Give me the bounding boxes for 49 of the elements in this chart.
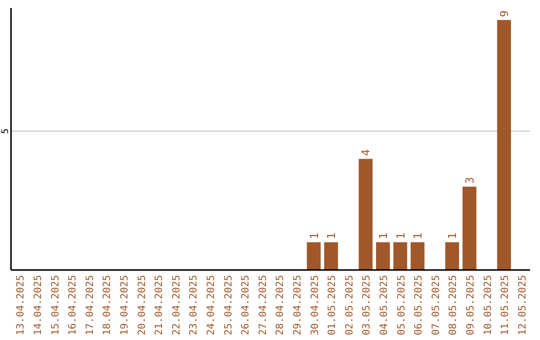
x-tick-label: 07.05.2025 xyxy=(430,275,442,336)
bar xyxy=(324,242,338,270)
x-tick-label: 14.04.2025 xyxy=(32,275,44,336)
x-tick-label: 28.04.2025 xyxy=(275,275,286,336)
x-tick-label: 18.04.2025 xyxy=(102,275,114,336)
x-tick-label: 01.05.2025 xyxy=(327,275,338,336)
x-tick-label: 27.04.2025 xyxy=(258,275,269,336)
x-tick-label: 13.04.2025 xyxy=(16,275,27,336)
x-tick-label: 25.04.2025 xyxy=(223,275,234,336)
x-tick-label: 21.04.2025 xyxy=(154,275,166,336)
bar xyxy=(445,242,460,270)
x-tick-label: 15.04.2025 xyxy=(50,275,62,336)
ref-line-label: 5 xyxy=(1,128,11,134)
data-label: 4 xyxy=(360,148,373,156)
x-tick-label: 20.04.2025 xyxy=(136,275,148,336)
x-tick-label: 16.04.2025 xyxy=(68,275,79,336)
bar xyxy=(497,20,511,270)
x-tick-label: 09.05.2025 xyxy=(465,275,476,336)
x-tick-label: 17.04.2025 xyxy=(84,275,96,336)
bar xyxy=(376,242,390,270)
data-label: 1 xyxy=(376,232,390,240)
x-tick-label: 05.05.2025 xyxy=(396,275,408,336)
x-tick-label: 23.04.2025 xyxy=(188,275,200,336)
x-tick-label: 02.05.2025 xyxy=(344,275,356,336)
x-tick-label: 19.04.2025 xyxy=(119,275,130,336)
data-label: 1 xyxy=(325,232,338,240)
x-tick-label: 29.04.2025 xyxy=(292,275,304,336)
bar xyxy=(358,158,373,270)
data-label: 1 xyxy=(308,232,321,240)
x-tick-label: 11.05.2025 xyxy=(500,275,512,336)
x-tick-label: 10.05.2025 xyxy=(482,275,494,336)
x-tick-label: 30.04.2025 xyxy=(310,275,321,336)
bar xyxy=(306,242,321,270)
bar xyxy=(393,242,408,270)
x-tick-label: 08.05.2025 xyxy=(448,275,460,336)
data-label: 1 xyxy=(446,232,460,240)
data-label: 1 xyxy=(394,232,408,240)
x-tick-label: 22.04.2025 xyxy=(171,275,182,336)
bar xyxy=(410,242,424,270)
x-tick-label: 24.04.2025 xyxy=(206,275,217,336)
x-tick-label: 12.05.2025 xyxy=(517,275,528,336)
data-label: 9 xyxy=(498,10,512,17)
data-label: 1 xyxy=(412,232,425,240)
x-tick-label: 06.05.2025 xyxy=(414,275,425,336)
x-tick-label: 04.05.2025 xyxy=(378,275,390,336)
x-tick-label: 03.05.2025 xyxy=(362,275,373,336)
data-label: 3 xyxy=(463,177,476,184)
x-tick-label: 26.04.2025 xyxy=(240,275,252,336)
bar xyxy=(462,186,476,270)
